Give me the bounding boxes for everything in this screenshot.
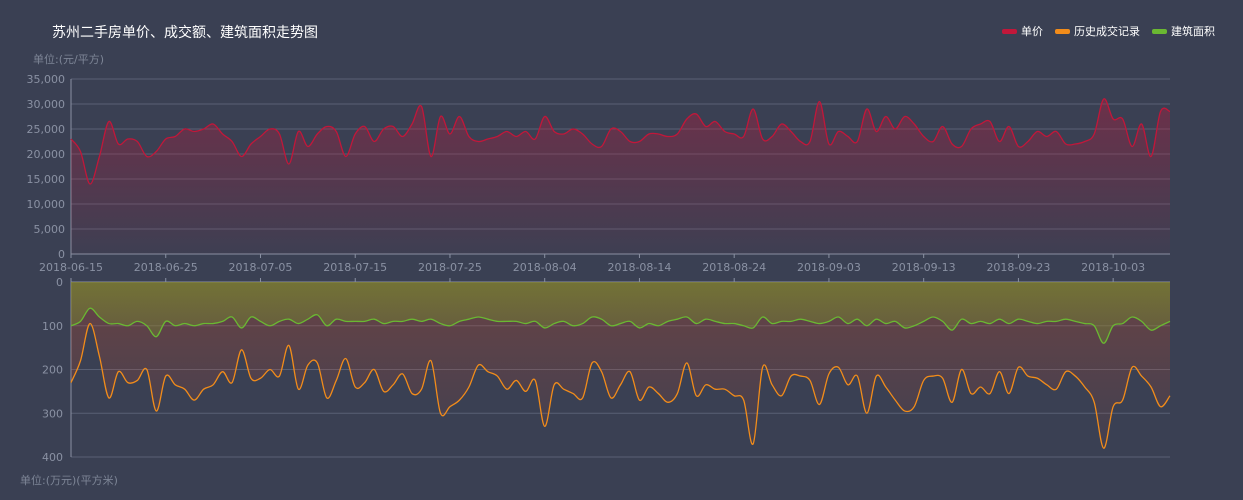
y-tick-label-top: 5,000 — [34, 223, 66, 236]
legend-swatch-price — [1002, 28, 1017, 34]
y-tick-label-top: 35,000 — [27, 73, 66, 86]
price-line — [70, 98, 1171, 185]
y-tick-label-bottom: 300 — [42, 407, 63, 420]
price-area-fill — [71, 98, 1170, 255]
x-tick-label: 2018-06-25 — [134, 261, 198, 274]
history-area-fill — [71, 282, 1170, 449]
x-tick-label: 2018-08-14 — [607, 261, 671, 274]
x-tick-label: 2018-08-24 — [702, 261, 766, 274]
legend: 单价 历史成交记录 建筑面积 — [990, 23, 1215, 39]
y-tick-label-top: 15,000 — [27, 173, 66, 186]
y-tick-label-top: 0 — [58, 248, 65, 261]
top-unit-label: 单位:(元/平方) — [33, 53, 104, 66]
y-tick-label-top: 30,000 — [27, 98, 66, 111]
legend-label-price: 单价 — [1021, 25, 1043, 38]
y-tick-label-top: 20,000 — [27, 148, 66, 161]
y-tick-label-bottom: 400 — [42, 451, 63, 464]
y-tick-label-top: 25,000 — [27, 123, 66, 136]
x-tick-label: 2018-09-13 — [892, 261, 956, 274]
y-tick-label-bottom: 0 — [56, 276, 63, 289]
y-tick-label-bottom: 200 — [42, 364, 63, 377]
x-tick-label: 2018-09-23 — [986, 261, 1050, 274]
legend-item-price[interactable]: 单价 — [1002, 23, 1043, 39]
y-tick-label-top: 10,000 — [27, 198, 66, 211]
x-tick-label: 2018-09-03 — [797, 261, 861, 274]
legend-swatch-history — [1055, 28, 1070, 34]
legend-swatch-area — [1152, 28, 1167, 34]
legend-item-area[interactable]: 建筑面积 — [1152, 23, 1215, 39]
y-tick-label-bottom: 100 — [42, 320, 63, 333]
bottom-unit-label: 单位:(万元)(平方米) — [20, 474, 118, 487]
x-tick-label: 2018-07-25 — [418, 261, 482, 274]
x-tick-label: 2018-06-15 — [39, 261, 103, 274]
x-tick-label: 2018-07-15 — [323, 261, 387, 274]
x-tick-label: 2018-08-04 — [513, 261, 577, 274]
x-tick-label: 2018-07-05 — [229, 261, 293, 274]
building-area-line — [70, 307, 1171, 344]
building-area-fill — [71, 282, 1170, 344]
x-tick-label: 2018-10-03 — [1081, 261, 1145, 274]
legend-label-history: 历史成交记录 — [1074, 25, 1140, 38]
history-line — [70, 322, 1171, 449]
chart-title: 苏州二手房单价、成交额、建筑面积走势图 — [52, 25, 318, 41]
legend-label-area: 建筑面积 — [1171, 25, 1215, 38]
legend-item-history[interactable]: 历史成交记录 — [1055, 23, 1140, 39]
